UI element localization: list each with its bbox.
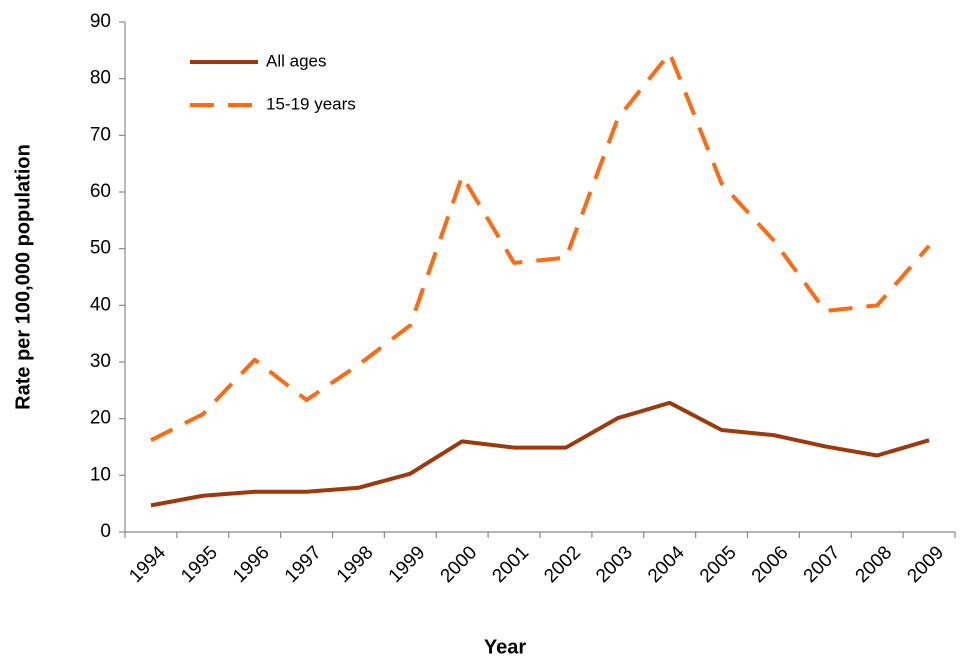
y-axis-label: Rate per 100,000 population: [12, 144, 34, 410]
x-axis-label: Year: [484, 636, 526, 658]
y-tick-label: 70: [90, 124, 111, 145]
x-tick-label: 2002: [540, 542, 585, 587]
y-tick-label: 80: [90, 68, 111, 89]
y-tick-label: 10: [90, 464, 111, 485]
y-tick-label: 40: [90, 294, 111, 315]
x-tick-label: 2001: [488, 542, 533, 587]
x-tick-label: 1995: [177, 542, 222, 587]
x-tick-label: 2006: [748, 542, 793, 587]
x-tick-label: 1996: [229, 542, 274, 587]
x-tick-label: 1998: [333, 542, 378, 587]
legend-label: 15-19 years: [266, 94, 356, 113]
x-tick-label: 2004: [644, 542, 689, 587]
x-tick-label: 2008: [852, 542, 897, 587]
y-tick-label: 0: [100, 521, 111, 542]
legend-label: All ages: [266, 51, 326, 70]
x-tick-label: 2000: [437, 542, 482, 587]
series-line: [150, 51, 931, 442]
x-tick-label: 1999: [385, 542, 430, 587]
y-tick-label: 90: [90, 11, 111, 32]
y-tick-label: 60: [90, 181, 111, 202]
x-tick-label: 2007: [800, 542, 845, 587]
x-tick-label: 2003: [592, 542, 637, 587]
y-tick-label: 50: [90, 238, 111, 259]
y-tick-label: 30: [90, 351, 111, 372]
y-tick-label: 20: [90, 408, 111, 429]
series-line: [150, 400, 930, 508]
x-tick-label: 1997: [281, 542, 326, 587]
x-tick-label: 2009: [903, 542, 948, 587]
x-tick-label: 1994: [125, 542, 170, 587]
x-tick-label: 2005: [696, 542, 741, 587]
